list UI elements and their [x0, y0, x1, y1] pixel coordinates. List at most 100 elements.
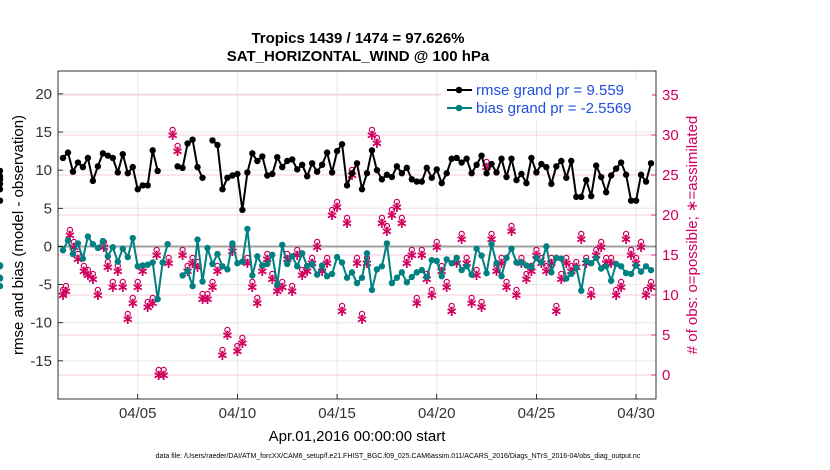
rmse-point	[523, 179, 530, 187]
obs-possible-marker	[403, 254, 411, 262]
bias-point	[433, 257, 440, 265]
obs-possible-marker	[543, 262, 550, 270]
rmse-point	[463, 155, 470, 162]
obs-possible-marker	[553, 302, 560, 310]
rmse-point	[553, 163, 560, 170]
bias-point	[69, 250, 77, 258]
bias-point	[473, 245, 480, 252]
rmse-point	[119, 150, 126, 158]
obs-possible-marker	[94, 286, 102, 294]
obs-assimilated-marker: ∗	[87, 270, 100, 288]
bias-point	[612, 260, 620, 268]
rmse-point	[408, 176, 416, 183]
obs-possible-marker	[383, 222, 391, 230]
rmse-point	[393, 163, 401, 170]
obs-possible-marker	[558, 270, 565, 278]
rmse-point	[488, 160, 495, 168]
bias-point	[79, 255, 87, 262]
y-tick-label: 5	[44, 200, 52, 217]
bias-point	[637, 268, 645, 275]
obs-possible-marker	[632, 254, 640, 262]
bias-point	[269, 251, 276, 259]
bias-point	[284, 260, 291, 268]
obs-assimilated-marker: ∗	[505, 222, 518, 240]
rmse-point	[79, 163, 87, 171]
rmse-point	[149, 147, 156, 154]
obs-assimilated-marker: ∗	[171, 142, 184, 160]
bias-point	[508, 245, 515, 252]
obs-assimilated-marker: ∗	[635, 238, 648, 256]
bias-point	[573, 264, 580, 271]
bias-point	[144, 261, 151, 268]
rmse-point	[0, 197, 4, 204]
obs-possible-marker	[428, 286, 435, 294]
rmse-point	[483, 170, 490, 177]
obs-possible-marker	[234, 342, 241, 350]
bias-point	[383, 240, 391, 247]
obs-assimilated-marker: ∗	[455, 230, 468, 248]
obs-possible-marker	[224, 326, 231, 334]
obs-possible-marker	[328, 206, 336, 214]
obs-assimilated-marker: ∗	[176, 246, 189, 264]
bias-point	[503, 254, 510, 262]
bias-point	[632, 262, 640, 269]
rmse-point	[642, 178, 650, 185]
obs-possible-marker	[308, 254, 316, 262]
obs-possible-marker	[478, 298, 485, 306]
obs-assimilated-marker: ∗	[236, 334, 249, 352]
obs-assimilated-marker: ∗	[440, 278, 453, 296]
y-tick-label: 0	[44, 238, 52, 255]
rmse-point	[568, 157, 575, 165]
rmse-point	[617, 159, 625, 166]
obs-assimilated-marker: ∗	[615, 278, 628, 296]
obs-possible-marker	[343, 214, 351, 222]
rmse-point	[473, 161, 480, 169]
y-tick-label: 15	[35, 124, 52, 141]
bias-point	[159, 259, 166, 266]
obs-possible-marker	[89, 270, 97, 278]
obs-possible-marker	[174, 142, 181, 150]
obs-possible-marker	[358, 310, 366, 318]
rmse-point	[64, 149, 72, 156]
obs-assimilated-marker: ∗	[78, 262, 91, 280]
rmse-point	[538, 160, 545, 168]
obs-possible-marker	[153, 246, 160, 254]
rmse-point	[89, 177, 97, 185]
rmse-point	[284, 157, 291, 165]
x-axis: 04/05 04/10 04/15 04/20 04/25 04/30	[119, 394, 655, 422]
x-tick-label: 04/30	[617, 405, 655, 422]
obs-assimilated-marker: ∗	[396, 214, 409, 232]
obs-assimilated-marker: ∗	[386, 206, 399, 224]
bias-point	[448, 260, 455, 267]
obs-assimilated-marker: ∗	[216, 346, 229, 364]
obs-assimilated-marker: ∗	[141, 298, 154, 316]
obs-assimilated-marker: ∗	[116, 278, 129, 296]
rmse-point	[637, 171, 645, 178]
bias-point	[308, 260, 316, 268]
obs-possible-marker	[294, 246, 301, 254]
bias-point	[59, 247, 67, 254]
rmse-point	[308, 160, 316, 167]
y-tick-label: -15	[30, 353, 52, 370]
obs-possible-marker	[239, 334, 246, 342]
bias-point	[99, 237, 107, 245]
obs-possible-marker	[463, 254, 470, 262]
rmse-point	[438, 179, 445, 187]
obs-possible-marker	[289, 282, 296, 290]
chart-title: Tropics 1439 / 1474 = 97.626%	[251, 30, 464, 47]
obs-assimilated-marker: ∗	[550, 302, 563, 320]
rmse-point	[69, 168, 77, 175]
bias-point	[563, 275, 570, 282]
rmse-point	[0, 167, 4, 175]
obs-assimilated-marker: ∗	[425, 286, 438, 304]
obs-possible-marker	[313, 238, 321, 246]
obs-assimilated-marker: ∗	[336, 302, 349, 320]
bias-point	[313, 271, 321, 278]
bias-point	[597, 265, 605, 272]
rmse-point	[343, 182, 351, 189]
obs-assimilated-marker: ∗	[415, 246, 428, 264]
bias-point	[368, 286, 376, 294]
bias-point	[428, 256, 435, 264]
rmse-point	[573, 193, 580, 201]
obs-possible-marker	[109, 278, 117, 286]
